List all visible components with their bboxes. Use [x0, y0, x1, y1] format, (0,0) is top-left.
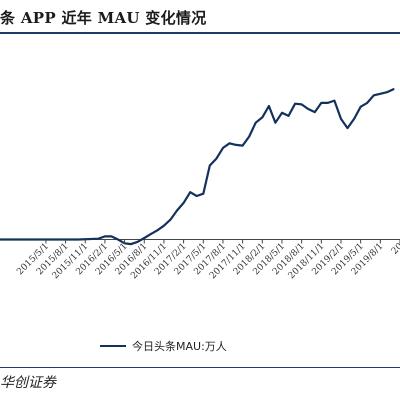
- mau-line-chart: 2015/5/12015/8/12015/11/12016/2/12016/5/…: [0, 88, 400, 281]
- chart-legend: 今日头条MAU:万人: [100, 338, 227, 354]
- chart-title: 条 APP 近年 MAU 变化情况: [0, 9, 207, 27]
- title-divider: [0, 32, 400, 34]
- source-label: 华创证券: [0, 375, 56, 391]
- series-line-0: [0, 88, 395, 246]
- legend-line-swatch: [100, 345, 126, 347]
- legend-series-label: 今日头条MAU:万人: [132, 340, 227, 353]
- footer-divider: [0, 367, 400, 368]
- x-tick-label: 20: [390, 241, 400, 256]
